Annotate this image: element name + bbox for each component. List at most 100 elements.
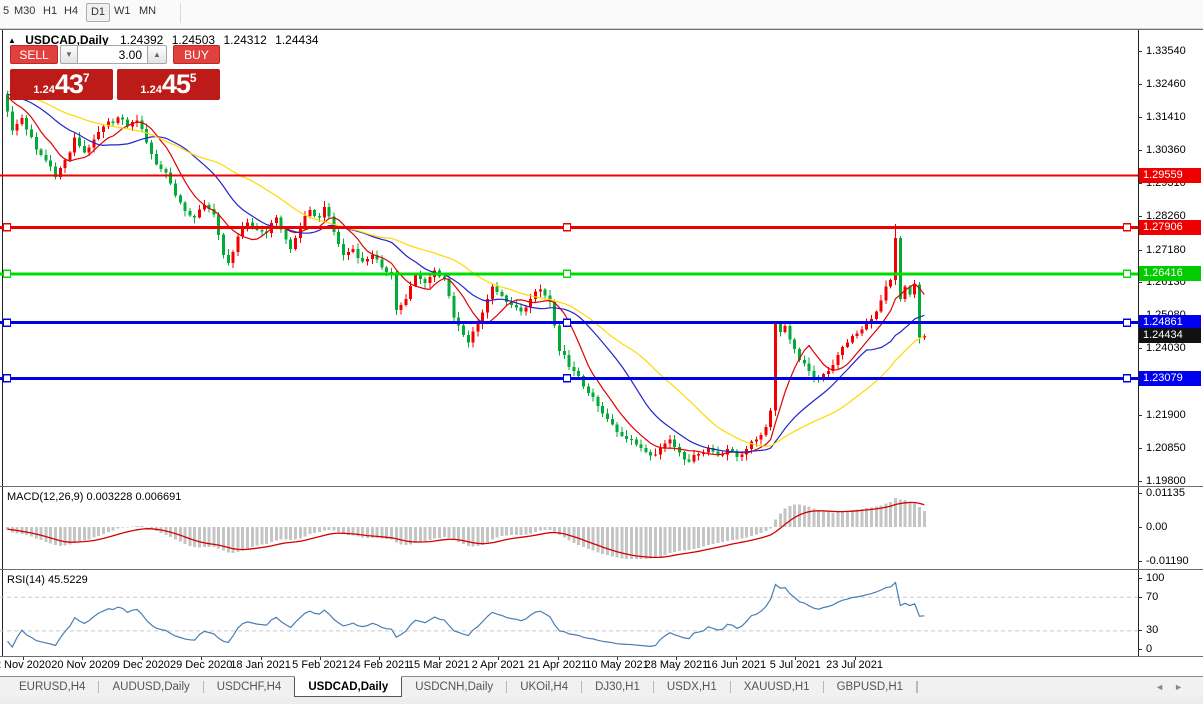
date-axis-label: 18 Jan 2021: [230, 659, 291, 671]
volume-increase-button[interactable]: ▲: [147, 45, 167, 64]
tab-separator: [506, 681, 508, 693]
timeframe-button-mn[interactable]: MN: [139, 5, 157, 17]
date-axis-tick: [557, 657, 559, 660]
date-axis-tick: [735, 657, 737, 660]
chart-tab-usdcnh-daily[interactable]: USDCNH,Daily: [415, 681, 494, 693]
rsi-panel[interactable]: [0, 570, 1138, 656]
chart-tab-gbpusd-h1[interactable]: GBPUSD,H1: [836, 681, 904, 693]
chart-tab-eurusd-h4[interactable]: EURUSD,H4: [19, 681, 86, 693]
buy-button[interactable]: BUY: [173, 45, 220, 64]
chart-tab-dj30-h1[interactable]: DJ30,H1: [595, 681, 640, 693]
timeframe-button-h4[interactable]: H4: [64, 5, 79, 17]
tab-separator: [98, 681, 100, 693]
caret-down-icon: ▼: [65, 50, 73, 59]
chart-tab-usdchf-h4[interactable]: USDCHF,H4: [216, 681, 282, 693]
one-click-trading-panel: SELL ▼ ▲ BUY 1.24 43 7 1.24 45 5: [10, 45, 220, 100]
rsi-label: RSI(14) 45.5229: [7, 574, 88, 586]
rsi-axis-label: 0: [1146, 642, 1153, 655]
price-badge-1.24434: 1.24434: [1139, 328, 1201, 344]
date-axis-label: 20 Nov 2020: [51, 659, 114, 671]
price-axis-tick: [1138, 150, 1142, 152]
tab-scroll-arrows[interactable]: ◄►: [1155, 682, 1193, 692]
date-axis-tick: [260, 657, 262, 660]
price-axis-tick: [1138, 249, 1142, 251]
tab-separator: [729, 681, 731, 693]
timeframe-button-d1[interactable]: D1: [86, 3, 110, 22]
timeframe-button-h1[interactable]: H1: [43, 5, 58, 17]
price-axis-separator: [1138, 30, 1139, 657]
price-axis-label: 1.20850: [1146, 441, 1186, 454]
price-axis-tick: [1138, 414, 1142, 416]
timeframe-button-5[interactable]: 5: [3, 5, 10, 17]
chart-title-row: ▲ USDCAD,Daily 1.24392 1.24503 1.24312 1…: [8, 33, 324, 47]
price-axis-tick: [1138, 215, 1142, 217]
price-axis-label: 1.24030: [1146, 342, 1186, 355]
chart-left-border: [2, 30, 3, 657]
price-axis-tick: [1138, 348, 1142, 350]
quote-high: 1.24503: [171, 33, 216, 47]
macd-histogram: [6, 497, 926, 559]
buy-price-main: 45: [161, 69, 191, 99]
price-axis-tick: [1138, 282, 1142, 284]
chart-top-border: [0, 29, 1203, 30]
price-badge-1.23079: 1.23079: [1139, 370, 1201, 386]
timeframe-button-m30[interactable]: M30: [14, 5, 36, 17]
macd-panel-border: [0, 486, 1203, 487]
sell-price-button[interactable]: 1.24 43 7: [10, 69, 113, 100]
rsi-axis-tick: [1138, 596, 1142, 598]
scroll-left-icon[interactable]: ◄: [1155, 682, 1175, 692]
rsi-axis-label: 30: [1146, 624, 1159, 637]
timeframe-button-w1[interactable]: W1: [114, 5, 131, 17]
date-axis-label: 2 Nov 2020: [0, 659, 52, 671]
chart-tab-xauusd-h1[interactable]: XAUUSD,H1: [743, 681, 810, 693]
price-badge-1.24861: 1.24861: [1139, 315, 1201, 331]
price-axis-tick: [1138, 117, 1142, 119]
date-axis-tick: [676, 657, 678, 660]
candles-group: [6, 90, 926, 465]
volume-decrease-button[interactable]: ▼: [60, 45, 78, 64]
buy-price-prefix: 1.24: [140, 84, 162, 96]
chart-tab-audusd-daily[interactable]: AUDUSD,Daily: [112, 681, 190, 693]
rsi-axis-tick: [1138, 630, 1142, 632]
price-axis-label: 1.27180: [1146, 243, 1186, 256]
date-axis-tick: [23, 657, 24, 660]
price-axis-tick: [1138, 84, 1142, 86]
collapse-panel-icon[interactable]: ▲: [8, 36, 16, 45]
moving-average-medium: [7, 93, 925, 453]
buy-price-pip: 5: [189, 71, 197, 85]
sell-button[interactable]: SELL: [10, 45, 58, 64]
volume-input[interactable]: [78, 45, 147, 64]
sell-price-prefix: 1.24: [33, 84, 55, 96]
rsi-line: [7, 581, 925, 649]
price-axis-tick: [1138, 182, 1142, 184]
macd-panel[interactable]: [0, 487, 1138, 568]
hline-1.29559[interactable]: [0, 174, 1138, 177]
chart-tab-ukoil-h4[interactable]: UKOil,H4: [520, 681, 569, 693]
price-axis-label: 1.19800: [1146, 474, 1186, 487]
macd-axis-tick: [1138, 526, 1142, 528]
tab-separator: [917, 681, 919, 693]
rsi-axis-label: 70: [1146, 590, 1159, 603]
chart-tab-bar: EURUSD,H4 AUDUSD,Daily USDCHF,H4 USDCAD,Dai…: [0, 676, 1203, 697]
status-strip: [0, 697, 1203, 704]
rsi-axis-tick: [1138, 577, 1142, 579]
macd-axis-label: -0.01190: [1146, 554, 1189, 567]
macd-axis-label: 0.01135: [1146, 486, 1185, 499]
chart-tab-usdx-h1[interactable]: USDX,H1: [666, 681, 717, 693]
chart-tab-usdcad-daily[interactable]: USDCAD,Daily: [294, 676, 403, 697]
date-axis-tick: [82, 657, 84, 660]
date-axis-tick: [141, 657, 143, 660]
timeframe-toolbar: 5 M30 H1 H4 D1 W1 MN: [0, 0, 1203, 29]
candlestick-chart[interactable]: [0, 30, 1138, 486]
moving-average-fast: [7, 96, 925, 456]
buy-price-button[interactable]: 1.24 45 5: [117, 69, 220, 100]
price-axis-label: 1.31410: [1146, 111, 1186, 124]
sell-price-pip: 7: [82, 71, 90, 85]
caret-up-icon: ▲: [153, 50, 161, 59]
price-axis-tick: [1138, 50, 1142, 52]
tab-separator: [652, 681, 654, 693]
date-axis-tick: [438, 657, 440, 660]
scroll-right-icon[interactable]: ►: [1174, 682, 1193, 692]
date-axis-tick: [498, 657, 500, 660]
